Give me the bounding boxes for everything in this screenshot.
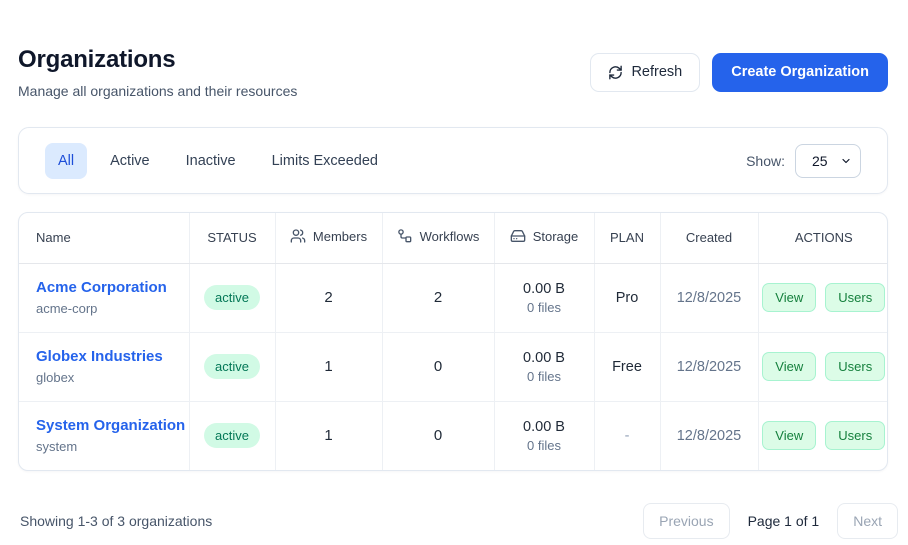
show-label: Show: — [746, 152, 785, 169]
view-button[interactable]: View — [762, 283, 817, 312]
org-created-cell: 12/8/2025 — [660, 332, 759, 401]
table-row: Acme Corporation acme-corp active 2 2 0.… — [19, 263, 887, 332]
organizations-table: Name STATUS Mem — [19, 213, 887, 470]
view-button[interactable]: View — [762, 352, 817, 381]
pagination: Previous Page 1 of 1 Next — [643, 503, 898, 539]
view-button[interactable]: View — [762, 421, 817, 451]
org-storage-cell: 0.00 B 0 files — [494, 401, 595, 470]
refresh-button-label: Refresh — [631, 64, 683, 81]
users-icon — [290, 228, 306, 244]
org-created-cell: 12/8/2025 — [660, 263, 759, 332]
workflow-icon — [397, 228, 413, 244]
results-summary: Showing 1-3 of 3 organizations — [20, 513, 213, 529]
page-size-select-wrap: 25 — [795, 143, 861, 178]
tab-inactive[interactable]: Inactive — [173, 143, 249, 179]
column-header-workflows: Workflows — [382, 213, 495, 264]
page-title: Organizations — [18, 46, 176, 73]
org-slug: globex — [36, 370, 75, 385]
org-members-cell: 1 — [275, 401, 383, 470]
column-header-actions: ACTIONS — [758, 213, 887, 264]
storage-files: 0 files — [527, 368, 561, 384]
storage-files: 0 files — [527, 299, 561, 315]
page-header-text: Organizations Manage all organizations a… — [18, 46, 297, 99]
storage-size: 0.00 B — [523, 349, 565, 366]
table-header-row: Name STATUS Mem — [19, 213, 887, 264]
filter-tabs: All Active Inactive Limits Exceeded — [45, 142, 391, 179]
column-header-plan: PLAN — [594, 213, 661, 264]
table-row: Globex Industries globex active 1 0 0.00… — [19, 332, 887, 401]
page-size-control: Show: 25 — [746, 143, 861, 178]
page-indicator: Page 1 of 1 — [747, 513, 820, 529]
page-subtitle: Manage all organizations and their resou… — [18, 83, 298, 99]
column-header-name: Name — [19, 213, 190, 264]
hard-drive-icon — [510, 228, 526, 244]
org-name-link[interactable]: Acme Corporation — [36, 279, 167, 296]
org-name-cell: Acme Corporation acme-corp — [19, 263, 190, 332]
column-header-status: STATUS — [189, 213, 276, 264]
org-status-cell: active — [189, 332, 276, 401]
org-actions-cell: View Users — [758, 401, 887, 470]
tab-limits-exceeded[interactable]: Limits Exceeded — [259, 143, 391, 179]
org-slug: system — [36, 439, 78, 455]
storage-size: 0.00 B — [523, 280, 565, 297]
tab-active[interactable]: Active — [97, 143, 163, 179]
org-workflows-cell: 0 — [382, 332, 495, 401]
organizations-page: Organizations Manage all organizations a… — [18, 0, 898, 539]
users-button[interactable]: Users — [825, 352, 886, 381]
status-badge: active — [204, 285, 260, 310]
org-created-cell: 12/8/2025 — [660, 401, 759, 470]
org-workflows-cell: 2 — [382, 263, 495, 332]
org-name-cell: Globex Industries globex — [19, 332, 190, 401]
refresh-icon — [608, 65, 623, 80]
next-page-button[interactable]: Next — [837, 503, 898, 539]
org-actions-cell: View Users — [758, 263, 887, 332]
org-status-cell: active — [189, 401, 276, 470]
status-badge: active — [204, 423, 260, 449]
previous-page-button[interactable]: Previous — [643, 503, 730, 539]
table-row: System Organization system active 1 0 0.… — [19, 401, 887, 470]
org-name-link[interactable]: Globex Industries — [36, 348, 163, 365]
org-actions-cell: View Users — [758, 332, 887, 401]
org-workflows-cell: 0 — [382, 401, 495, 470]
status-badge: active — [204, 354, 260, 379]
org-members-cell: 2 — [275, 263, 383, 332]
org-storage-cell: 0.00 B 0 files — [494, 332, 595, 401]
page-header: Organizations Manage all organizations a… — [18, 46, 888, 99]
org-name-link[interactable]: System Organization — [36, 417, 186, 435]
users-button[interactable]: Users — [825, 283, 886, 312]
org-status-cell: active — [189, 263, 276, 332]
org-plan-cell: Pro — [594, 263, 661, 332]
storage-size: 0.00 B — [523, 418, 565, 435]
organizations-table-card: Name STATUS Mem — [18, 212, 888, 471]
org-slug: acme-corp — [36, 301, 98, 316]
org-storage-cell: 0.00 B 0 files — [494, 263, 595, 332]
header-actions: Refresh Create Organization — [590, 53, 888, 92]
org-name-cell: System Organization system — [19, 401, 190, 470]
page-size-select[interactable]: 25 — [795, 143, 861, 178]
column-header-storage: Storage — [494, 213, 595, 264]
users-button[interactable]: Users — [825, 421, 886, 451]
org-members-cell: 1 — [275, 332, 383, 401]
org-plan-cell: Free — [594, 332, 661, 401]
table-footer: Showing 1-3 of 3 organizations Previous … — [18, 503, 898, 539]
refresh-button[interactable]: Refresh — [590, 53, 701, 92]
tab-all[interactable]: All — [45, 142, 88, 179]
org-plan-cell: - — [594, 401, 661, 470]
filter-bar: All Active Inactive Limits Exceeded Show… — [18, 127, 888, 194]
column-header-created: Created — [660, 213, 759, 264]
column-header-members: Members — [275, 213, 383, 264]
create-organization-button[interactable]: Create Organization — [712, 53, 888, 92]
storage-files: 0 files — [527, 437, 561, 453]
